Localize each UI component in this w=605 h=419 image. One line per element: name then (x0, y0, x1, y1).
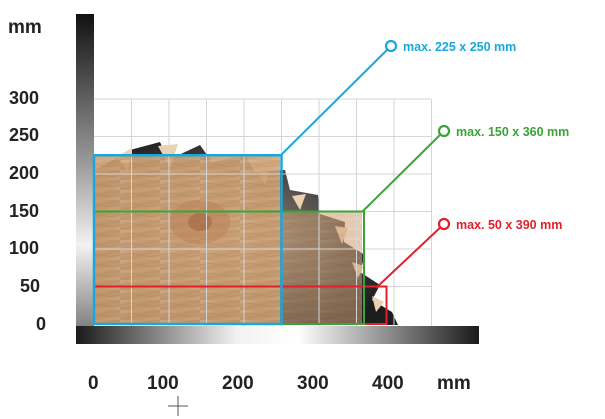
capacity-label-red: max. 50 x 390 mm (456, 218, 562, 232)
x-tick-label: 0 (88, 373, 99, 394)
y-tick-label: 50 (20, 276, 40, 296)
workpiece-image (94, 156, 362, 324)
capacity-callout-red: max. 50 x 390 mm (375, 217, 562, 289)
capacity-callout-green: max. 150 x 360 mm (361, 124, 569, 213)
crosshair-marker (168, 396, 188, 416)
x-axis-unit-label: mm (437, 373, 471, 394)
capacity-label-blue: max. 225 x 250 mm (403, 40, 516, 54)
y-tick-label: 250 (9, 125, 39, 145)
x-tick-label: 200 (222, 373, 254, 394)
y-tick-label: 200 (9, 163, 39, 183)
x-tick-labels: 0 100 200 300 400 (88, 373, 404, 394)
y-tick-label: 150 (9, 201, 39, 221)
x-axis-bar (76, 326, 479, 344)
x-tick-label: 100 (147, 373, 179, 394)
x-tick-label: 400 (372, 373, 404, 394)
y-tick-label: 0 (36, 314, 46, 334)
x-tick-label: 300 (297, 373, 329, 394)
capacity-rect-blue (92, 154, 283, 326)
y-axis-unit-label: mm (8, 17, 42, 38)
y-tick-label: 300 (9, 88, 39, 108)
capacity-callout-blue: max. 225 x 250 mm (279, 39, 516, 157)
y-tick-label: 100 (9, 238, 39, 258)
capacity-label-green: max. 150 x 360 mm (456, 125, 569, 139)
y-axis-bar (76, 14, 94, 344)
y-tick-labels: 300 250 200 150 100 50 0 (9, 88, 46, 334)
